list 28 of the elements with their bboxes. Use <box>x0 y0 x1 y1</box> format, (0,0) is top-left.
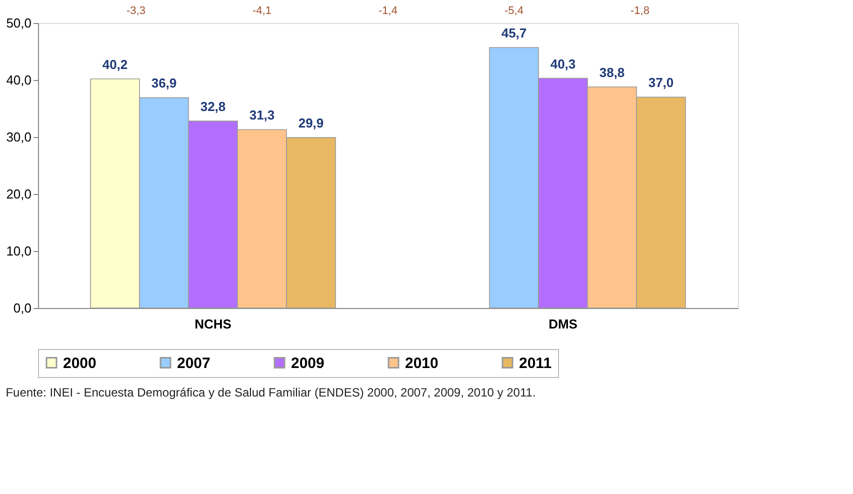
data-label: 45,7 <box>501 26 527 41</box>
data-label: 32,8 <box>200 99 226 114</box>
legend-label: 2011 <box>519 354 552 372</box>
x-tick-label: DMS <box>548 316 578 332</box>
data-label: 31,3 <box>249 108 275 123</box>
text: -1,8 <box>630 5 650 17</box>
data-label: 40,2 <box>102 56 128 72</box>
text: -3,3 <box>126 5 146 17</box>
data-label: 36,9 <box>151 76 177 91</box>
data-label: 38,8 <box>599 64 625 80</box>
source-note: Fuente: INEI - Encuesta Demográfica y de Salud Familiar (ENDES) 2000, 2007, 2009, 2010 y 2011. <box>6 386 536 400</box>
y-tick-label: 30,0 <box>6 130 32 144</box>
x-tick-label: NCHS <box>194 316 232 332</box>
data-label: 29,9 <box>298 116 324 131</box>
legend-label: 2007 <box>177 354 210 372</box>
legend-label: 2000 <box>63 354 96 372</box>
y-tick-label: 10,0 <box>6 244 32 258</box>
data-label: 37,0 <box>648 75 674 90</box>
y-tick-label: 20,0 <box>6 186 32 202</box>
y-tick-label: 40,0 <box>6 72 32 88</box>
text: -4,1 <box>252 5 272 17</box>
legend-label: 2009 <box>291 354 324 372</box>
y-tick-label: 50,0 <box>6 16 32 30</box>
text: -5,4 <box>504 5 524 17</box>
legend-label: 2010 <box>405 354 438 372</box>
data-label: 40,3 <box>550 56 576 72</box>
y-tick-label: 0,0 <box>13 300 32 316</box>
text: -1,4 <box>378 5 398 17</box>
